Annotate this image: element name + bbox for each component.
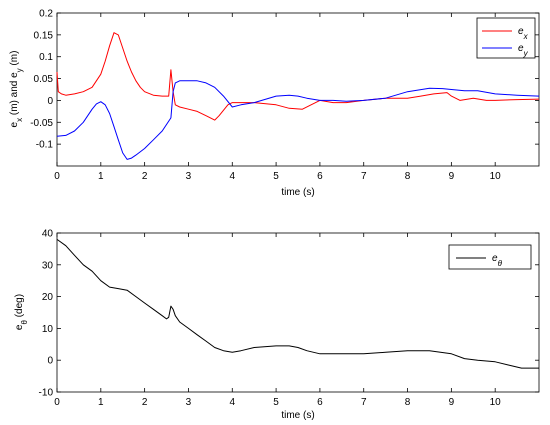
x-tick-label: 10 [490, 171, 502, 182]
legend-box-top [476, 17, 536, 59]
series-top [56, 32, 540, 160]
x-tick-label: 6 [317, 397, 323, 408]
y-tick-label: 0.05 [34, 74, 54, 85]
x-tick-label: 8 [405, 171, 411, 182]
x-tick-label: 2 [142, 397, 148, 408]
y-axis-label-top: ex (m) and ey (m) [9, 51, 24, 128]
x-axis-label-bottom: time (s) [281, 410, 314, 421]
x-tick-label: 6 [317, 171, 323, 182]
y-tick-label: 20 [42, 292, 54, 303]
y-tick-label: 40 [42, 229, 54, 240]
x-axis-label-top: time (s) [281, 187, 314, 198]
series-line-y [56, 80, 540, 160]
ex-ey-chart: 0 1 2 3 4 5 6 7 8 9 10 -0.1 -0.05 0 0.05 0.1 0.15 0.2 tim… [9, 9, 540, 198]
x-tick-label: 1 [98, 397, 104, 408]
series-line-θ [56, 238, 539, 369]
x-tick-label: 4 [229, 171, 235, 182]
y-tick-label: -0.05 [30, 118, 53, 129]
y-axis-label-bottom: eθ (deg) [14, 294, 29, 330]
legend-label-ex: ex [518, 26, 529, 41]
x-tick-label: 10 [490, 397, 502, 408]
legend-label-ey: ey [518, 43, 529, 58]
legend-top: ex ey [476, 17, 536, 59]
x-tick-label: 3 [186, 397, 192, 408]
y-tick-label: -0.1 [36, 140, 54, 151]
x-tick-label: 9 [449, 397, 455, 408]
x-tick-label: 2 [142, 171, 148, 182]
legend-bottom: eθ [448, 244, 532, 270]
y-tick-label: 0 [47, 356, 53, 367]
x-tick-label: 3 [186, 171, 192, 182]
x-tick-label: 8 [405, 397, 411, 408]
legend-box-bottom [448, 244, 532, 270]
x-tick-label: 5 [273, 171, 279, 182]
x-tick-label: 4 [229, 397, 235, 408]
series-bottom [56, 238, 539, 369]
y-tick-label: 0.2 [39, 9, 53, 20]
y-tick-label: 30 [42, 260, 54, 271]
y-tick-label: 0.1 [39, 52, 53, 63]
series-line-x [56, 32, 540, 121]
legend-label-etheta: eθ [492, 253, 503, 268]
x-tick-label: 7 [361, 171, 367, 182]
y-tick-label: 0 [47, 96, 53, 107]
x-tick-label: 5 [273, 397, 279, 408]
x-tick-label: 7 [361, 397, 367, 408]
x-tick-label: 0 [54, 171, 60, 182]
x-tick-label: 1 [98, 171, 104, 182]
x-tick-label: 9 [449, 171, 455, 182]
plot-area-top [56, 12, 540, 167]
x-tick-label: 0 [54, 397, 60, 408]
y-tick-label: -10 [39, 388, 54, 399]
y-tick-label: 0.15 [34, 30, 54, 41]
ticks-top: 0 1 2 3 4 5 6 7 8 9 10 -0.1 -0.05 0 0.05 0.1 0.15 0.2 [30, 9, 539, 182]
y-tick-label: 10 [42, 324, 54, 335]
